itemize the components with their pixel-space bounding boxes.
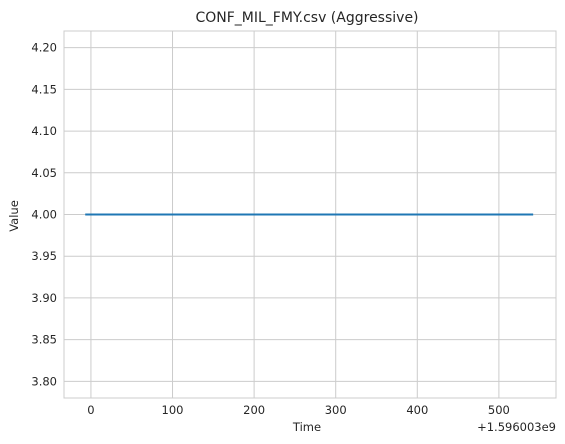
x-tick-label: 200 (243, 403, 265, 417)
y-tick-label: 4.10 (31, 124, 57, 138)
y-tick-label: 3.80 (31, 374, 57, 388)
chart-title: CONF_MIL_FMY.csv (Aggressive) (195, 10, 418, 26)
x-axis-offset-label: +1.596003e9 (477, 420, 556, 434)
y-tick-label: 3.85 (31, 333, 57, 347)
y-axis-ticks: 3.80 3.85 3.90 3.95 4.00 4.05 4.10 4.15 4.20 (31, 41, 57, 389)
x-axis-label: Time (292, 420, 321, 434)
x-tick-label: 300 (325, 403, 347, 417)
plot-area-frame (63, 30, 557, 399)
y-tick-label: 4.20 (31, 41, 57, 55)
y-tick-label: 3.95 (31, 249, 57, 263)
y-tick-label: 4.05 (31, 166, 57, 180)
x-tick-label: 400 (406, 403, 428, 417)
x-axis-ticks: 0 100 200 300 400 500 (87, 403, 510, 417)
x-tick-label: 500 (488, 403, 510, 417)
y-axis-label: Value (7, 200, 21, 232)
y-tick-label: 4.15 (31, 82, 57, 96)
x-tick-label: 100 (162, 403, 184, 417)
x-tick-label: 0 (87, 403, 94, 417)
y-tick-label: 4.00 (31, 208, 57, 222)
y-tick-label: 3.90 (31, 291, 57, 305)
